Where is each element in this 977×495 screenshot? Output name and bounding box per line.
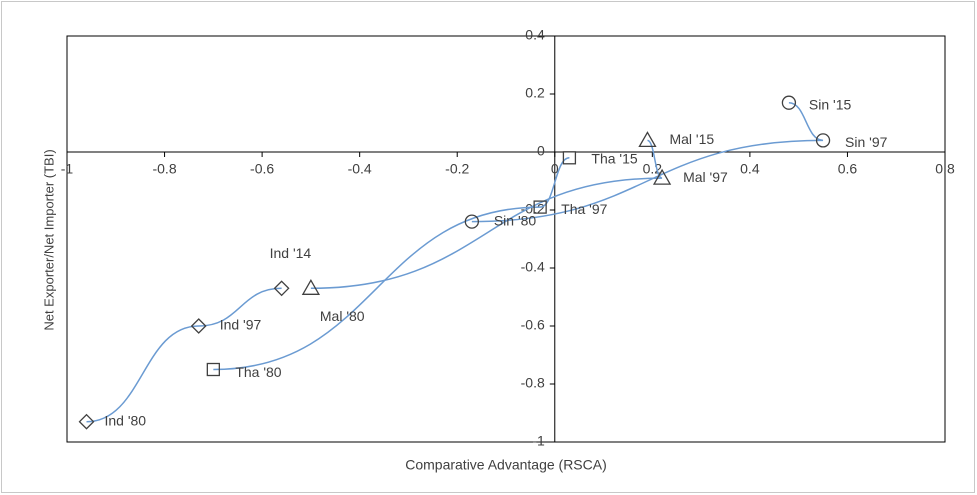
y-tick-label: 0.4 — [525, 27, 545, 43]
data-label: Sin '15 — [809, 96, 852, 112]
marker — [815, 133, 831, 148]
data-label: Sin '97 — [845, 134, 888, 150]
data-label: Mal '15 — [669, 131, 714, 147]
x-tick-label: 0 — [551, 161, 559, 177]
marker — [206, 362, 220, 377]
x-tick-label: 0.8 — [935, 161, 955, 177]
series-line — [471, 101, 824, 223]
y-tick-label: -1 — [532, 433, 545, 449]
data-label: Tha '15 — [591, 151, 637, 167]
data-label: Ind '97 — [220, 317, 262, 333]
marker — [652, 168, 672, 185]
x-tick-label: -0.2 — [445, 161, 469, 177]
x-axis-title: Comparative Advantage (RSCA) — [405, 457, 607, 473]
marker — [190, 318, 207, 334]
x-tick-label: 0.4 — [740, 161, 760, 177]
data-label: Tha '80 — [235, 364, 281, 380]
series-line — [310, 139, 663, 290]
data-label: Mal '97 — [683, 169, 728, 185]
marker — [781, 95, 797, 110]
y-tick-label: -0.6 — [521, 317, 545, 333]
data-label: Sin '80 — [494, 212, 537, 228]
series-line — [86, 287, 282, 423]
y-tick-label: -0.8 — [521, 375, 545, 391]
marker — [78, 413, 95, 430]
x-tick-label: 0.6 — [838, 161, 858, 177]
data-label: Ind '80 — [105, 412, 147, 428]
x-tick-label: -0.4 — [348, 161, 372, 177]
y-axis-title: Net Exporter/Net Importer (TBI) — [41, 149, 56, 330]
marker — [533, 200, 547, 214]
x-tick-label: -0.6 — [250, 161, 274, 177]
series-line — [213, 157, 570, 371]
y-tick-label: -0.4 — [521, 259, 545, 275]
marker — [562, 151, 577, 165]
data-label: Ind '14 — [270, 245, 312, 261]
x-tick-label: -1 — [61, 161, 74, 177]
marker — [638, 131, 657, 148]
x-tick-label: -0.8 — [152, 161, 176, 177]
data-label: Tha '97 — [561, 201, 607, 217]
marker — [273, 280, 290, 297]
plot-frame — [66, 35, 946, 443]
data-label: Mal '80 — [320, 308, 365, 324]
y-tick-label: 0 — [537, 143, 545, 159]
y-tick-label: 0.2 — [525, 85, 545, 101]
marker — [464, 214, 480, 229]
marker — [301, 278, 321, 295]
